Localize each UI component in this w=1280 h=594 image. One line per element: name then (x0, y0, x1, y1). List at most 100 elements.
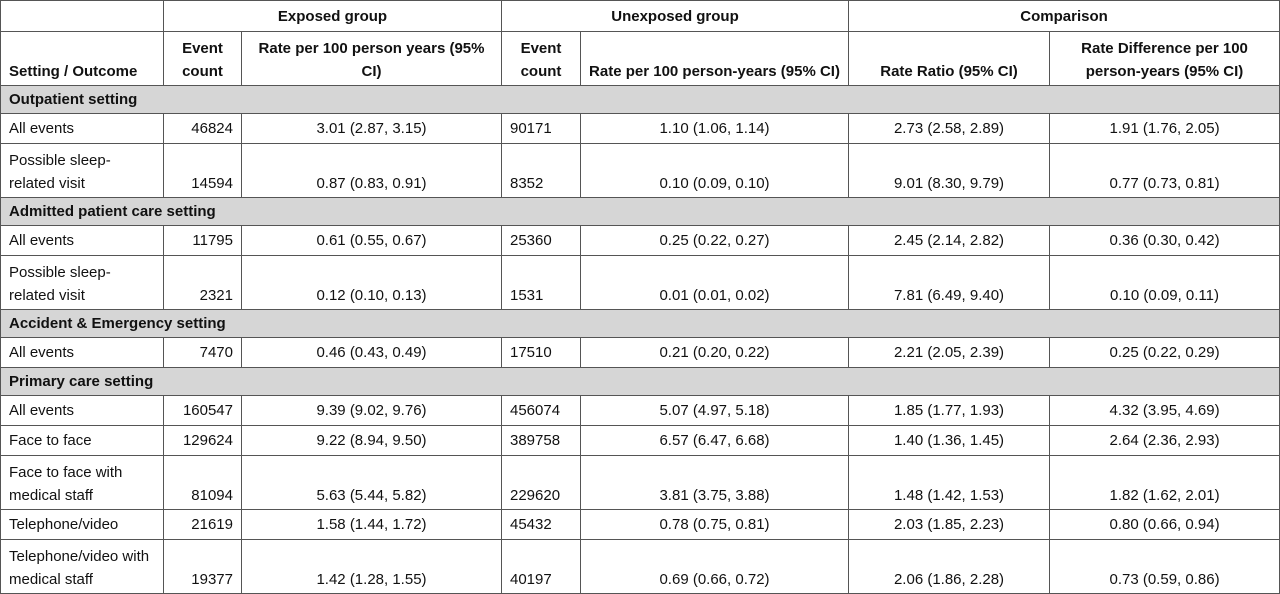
table-row: Face to face with medical staff 81094 5.… (0, 455, 1280, 510)
exposed-count-cell: 19377 (163, 539, 242, 594)
rate-difference-cell: 0.77 (0.73, 0.81) (1049, 143, 1280, 198)
comparison-header: Comparison (848, 0, 1280, 32)
rate-difference-cell: 0.36 (0.30, 0.42) (1049, 225, 1280, 256)
section-row-accident-emergency: Accident & Emergency setting (0, 309, 1280, 338)
exposed-rate-cell: 0.46 (0.43, 0.49) (241, 337, 502, 368)
table-row: Possible sleep-related visit 14594 0.87 … (0, 143, 1280, 198)
rate-ratio-header: Rate Ratio (95% CI) (848, 31, 1051, 86)
table-row: All events 46824 3.01 (2.87, 3.15) 90171… (0, 113, 1280, 144)
table-row: All events 7470 0.46 (0.43, 0.49) 17510 … (0, 337, 1280, 368)
section-title: Accident & Emergency setting (0, 309, 1280, 338)
unexposed-rate-cell: 0.01 (0.01, 0.02) (579, 255, 850, 310)
unexposed-rate-cell: 0.78 (0.75, 0.81) (579, 509, 850, 540)
exposed-rate-cell: 1.58 (1.44, 1.72) (241, 509, 502, 540)
exposed-rate-cell: 0.61 (0.55, 0.67) (241, 225, 502, 256)
rate-ratio-cell: 2.06 (1.86, 2.28) (848, 539, 1051, 594)
exposed-count-cell: 129624 (163, 425, 242, 456)
unexposed-rate-cell: 0.21 (0.20, 0.22) (579, 337, 850, 368)
unexposed-count-cell: 90171 (501, 113, 581, 144)
exposed-rate-cell: 9.39 (9.02, 9.76) (241, 395, 502, 426)
exposed-rate-cell: 9.22 (8.94, 9.50) (241, 425, 502, 456)
rate-difference-cell: 4.32 (3.95, 4.69) (1049, 395, 1280, 426)
table-row: Telephone/video with medical staff 19377… (0, 539, 1280, 594)
exposed-count-cell: 7470 (163, 337, 242, 368)
unexposed-rate-cell: 6.57 (6.47, 6.68) (579, 425, 850, 456)
rate-ratio-cell: 1.85 (1.77, 1.93) (848, 395, 1051, 426)
rate-difference-cell: 1.91 (1.76, 2.05) (1049, 113, 1280, 144)
unexposed-count-cell: 456074 (501, 395, 581, 426)
exposed-rate-cell: 5.63 (5.44, 5.82) (241, 455, 502, 510)
exposed-count-cell: 11795 (163, 225, 242, 256)
exposed-count-cell: 21619 (163, 509, 242, 540)
unexposed-count-cell: 8352 (501, 143, 581, 198)
rate-exposed-header: Rate per 100 person years (95% CI) (241, 31, 502, 86)
section-row-admitted: Admitted patient care setting (0, 197, 1280, 226)
outcome-cell: Telephone/video (0, 509, 164, 540)
unexposed-rate-cell: 3.81 (3.75, 3.88) (579, 455, 850, 510)
outcome-cell: All events (0, 225, 164, 256)
exposed-count-cell: 46824 (163, 113, 242, 144)
outcome-cell: All events (0, 337, 164, 368)
unexposed-count-cell: 1531 (501, 255, 581, 310)
unexposed-rate-cell: 0.69 (0.66, 0.72) (579, 539, 850, 594)
empty-corner-cell (0, 0, 164, 32)
event-count-unexposed-header: Event count (501, 31, 581, 86)
table-row: All events 160547 9.39 (9.02, 9.76) 4560… (0, 395, 1280, 426)
outcome-cell: Telephone/video with medical staff (0, 539, 164, 594)
rate-ratio-cell: 2.73 (2.58, 2.89) (848, 113, 1051, 144)
section-title: Admitted patient care setting (0, 197, 1280, 226)
exposed-count-cell: 160547 (163, 395, 242, 426)
outcome-cell: Face to face with medical staff (0, 455, 164, 510)
rate-difference-cell: 2.64 (2.36, 2.93) (1049, 425, 1280, 456)
exposed-rate-cell: 0.12 (0.10, 0.13) (241, 255, 502, 310)
rate-difference-cell: 1.82 (1.62, 2.01) (1049, 455, 1280, 510)
group-header-row: Exposed group Unexposed group Comparison (0, 0, 1280, 32)
rate-ratio-cell: 9.01 (8.30, 9.79) (848, 143, 1051, 198)
rate-ratio-cell: 2.03 (1.85, 2.23) (848, 509, 1051, 540)
exposed-rate-cell: 3.01 (2.87, 3.15) (241, 113, 502, 144)
unexposed-rate-cell: 5.07 (4.97, 5.18) (579, 395, 850, 426)
outcome-cell: Possible sleep-related visit (0, 255, 164, 310)
exposed-count-cell: 2321 (163, 255, 242, 310)
exposed-rate-cell: 1.42 (1.28, 1.55) (241, 539, 502, 594)
exposed-count-cell: 14594 (163, 143, 242, 198)
table-row: Face to face 129624 9.22 (8.94, 9.50) 38… (0, 425, 1280, 456)
outcome-cell: All events (0, 113, 164, 144)
rate-difference-cell: 0.80 (0.66, 0.94) (1049, 509, 1280, 540)
outcome-cell: Face to face (0, 425, 164, 456)
rate-difference-cell: 0.10 (0.09, 0.11) (1049, 255, 1280, 310)
unexposed-count-cell: 17510 (501, 337, 581, 368)
unexposed-count-cell: 389758 (501, 425, 581, 456)
event-count-exposed-header: Event count (163, 31, 242, 86)
rate-ratio-cell: 2.21 (2.05, 2.39) (848, 337, 1051, 368)
unexposed-count-cell: 40197 (501, 539, 581, 594)
rate-ratio-cell: 7.81 (6.49, 9.40) (848, 255, 1051, 310)
unexposed-count-cell: 229620 (501, 455, 581, 510)
table-row: Telephone/video 21619 1.58 (1.44, 1.72) … (0, 509, 1280, 540)
rate-difference-cell: 0.25 (0.22, 0.29) (1049, 337, 1280, 368)
rate-unexposed-header: Rate per 100 person-years (95% CI) (579, 31, 850, 86)
exposed-count-cell: 81094 (163, 455, 242, 510)
rate-difference-cell: 0.73 (0.59, 0.86) (1049, 539, 1280, 594)
section-title: Outpatient setting (0, 85, 1280, 114)
setting-outcome-header: Setting / Outcome (0, 31, 164, 86)
section-title: Primary care setting (0, 367, 1280, 396)
section-row-primary-care: Primary care setting (0, 367, 1280, 396)
unexposed-rate-cell: 0.10 (0.09, 0.10) (579, 143, 850, 198)
rate-ratio-cell: 1.48 (1.42, 1.53) (848, 455, 1051, 510)
outcome-cell: All events (0, 395, 164, 426)
unexposed-rate-cell: 1.10 (1.06, 1.14) (579, 113, 850, 144)
unexposed-count-cell: 25360 (501, 225, 581, 256)
exposed-group-header: Exposed group (163, 0, 502, 32)
exposed-rate-cell: 0.87 (0.83, 0.91) (241, 143, 502, 198)
unexposed-rate-cell: 0.25 (0.22, 0.27) (579, 225, 850, 256)
section-row-outpatient: Outpatient setting (0, 85, 1280, 114)
rate-ratio-cell: 2.45 (2.14, 2.82) (848, 225, 1051, 256)
unexposed-group-header: Unexposed group (500, 0, 850, 32)
column-header-row: Setting / Outcome Event count Rate per 1… (0, 31, 1280, 86)
table-row: Possible sleep-related visit 2321 0.12 (… (0, 255, 1280, 310)
unexposed-count-cell: 45432 (501, 509, 581, 540)
table-row: All events 11795 0.61 (0.55, 0.67) 25360… (0, 225, 1280, 256)
rate-difference-header: Rate Difference per 100 person-years (95… (1049, 31, 1280, 86)
